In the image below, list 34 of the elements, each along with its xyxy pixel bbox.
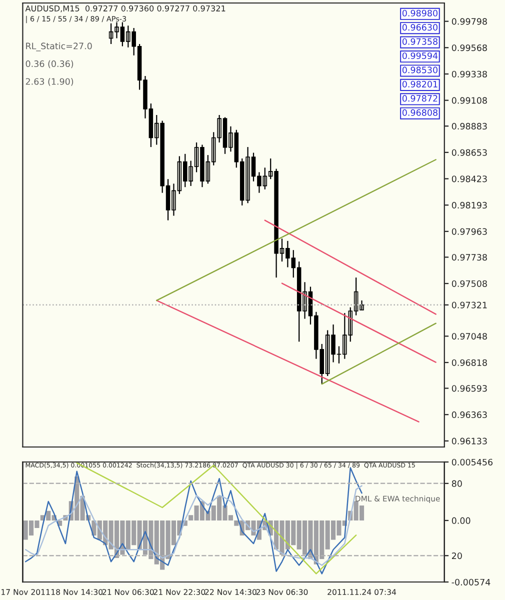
y-tick-label: 0.96593 [452, 385, 487, 392]
y2-tick-label: 80 [452, 480, 462, 487]
y-tick-label: 0.97738 [452, 254, 487, 261]
y-tick-label: 0.98423 [452, 176, 487, 182]
y-tick-label: 0.98653 [452, 149, 487, 156]
y-tick-label: 0.98883 [452, 122, 487, 130]
y-tick-label: 0.99108 [452, 97, 487, 104]
y-tick-label: 0.98193 [452, 202, 487, 209]
y-tick-label: 0.96363 [452, 411, 487, 418]
y-tick-label: -0.00574 [452, 578, 490, 586]
y-tick-label: 0.97963 [452, 228, 487, 235]
y-tick-label: 0.97321 [452, 302, 487, 308]
y-tick-label: 0.97048 [452, 333, 487, 340]
y-tick-label: 0.005456 [452, 458, 493, 466]
annotation: 0.96808 [402, 109, 438, 116]
annotation: 0.96630 [402, 24, 438, 31]
annotation: 0.97358 [402, 38, 438, 45]
annotation: RL_Static=27.0 [26, 42, 92, 52]
y-tick-label: 0.97508 [452, 280, 487, 287]
y-tick-label: 0.99568 [452, 44, 487, 52]
y2-tick-label: 20 [452, 552, 462, 560]
annotation: 0.98530 [402, 66, 438, 74]
y-tick-label: 0.96818 [452, 359, 487, 366]
y-tick-label: 0.96133 [452, 438, 487, 444]
annotation: 0.36 (0.36) [26, 60, 74, 68]
y-tick-label: 0.00 [452, 517, 470, 524]
annotation: 0.98980 [402, 10, 438, 16]
y-tick-label: 0.99338 [452, 70, 487, 78]
y-tick-label: 0.99798 [452, 18, 487, 25]
annotation: 2.63 (1.90) [26, 78, 74, 86]
chart-title: AUDUSD,M15 0.97277 0.97360 0.97277 0.97321 [25, 5, 226, 12]
annotation: 0.99594 [402, 52, 438, 60]
annotation: 0.98201 [402, 80, 438, 88]
annotation: 0.97872 [402, 95, 438, 102]
